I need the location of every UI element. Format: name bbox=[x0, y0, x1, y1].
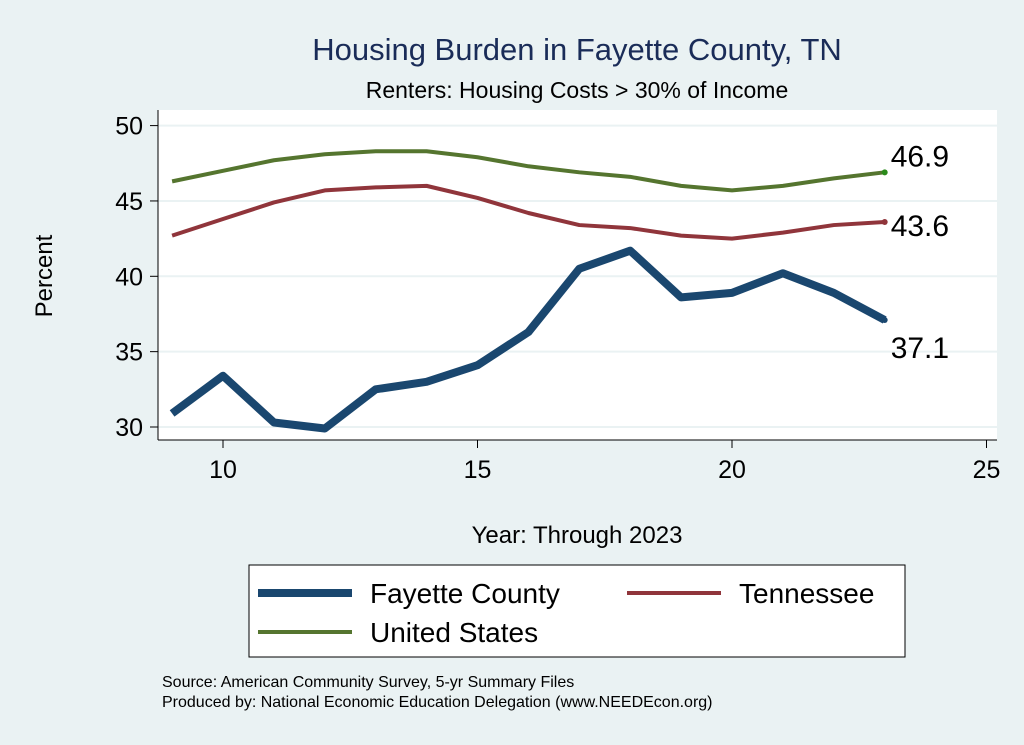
end-point bbox=[881, 219, 888, 226]
x-tick-label: 20 bbox=[718, 456, 746, 484]
legend-label: United States bbox=[370, 617, 538, 648]
y-tick-label: 50 bbox=[115, 113, 143, 141]
chart-title: Housing Burden in Fayette County, TN bbox=[312, 32, 842, 67]
end-value-label: 37.1 bbox=[891, 332, 949, 365]
legend-item-tennessee: Tennessee bbox=[627, 578, 874, 609]
x-axis-label: Year: Through 2023 bbox=[472, 522, 683, 549]
source-note: Source: American Community Survey, 5-yr … bbox=[162, 674, 574, 691]
y-tick-label: 40 bbox=[115, 263, 143, 291]
chart-subtitle: Renters: Housing Costs > 30% of Income bbox=[366, 77, 789, 103]
y-tick-label: 45 bbox=[115, 188, 143, 216]
x-tick-label: 15 bbox=[464, 456, 492, 484]
end-point bbox=[881, 169, 888, 176]
producer-note: Produced by: National Economic Education… bbox=[162, 694, 713, 711]
x-tick-label: 10 bbox=[209, 456, 237, 484]
y-tick-label: 30 bbox=[115, 414, 143, 442]
fayette-county-line bbox=[169, 246, 887, 433]
end-value-label: 46.9 bbox=[891, 140, 949, 173]
legend-label: Tennessee bbox=[739, 578, 874, 609]
united-states-line bbox=[171, 149, 885, 193]
x-tick-label: 25 bbox=[973, 456, 1001, 484]
legend-label: Fayette County bbox=[370, 578, 560, 609]
legend-item-fayette: Fayette County bbox=[258, 578, 560, 609]
legend-item-united-states: United States bbox=[258, 617, 538, 648]
end-value-label: 43.6 bbox=[891, 210, 949, 243]
tennessee-line bbox=[171, 183, 885, 241]
y-tick-label: 35 bbox=[115, 339, 143, 367]
y-axis-label: Percent bbox=[31, 234, 58, 317]
legend: Fayette County Tennessee United States bbox=[248, 564, 906, 658]
end-point bbox=[881, 317, 888, 324]
